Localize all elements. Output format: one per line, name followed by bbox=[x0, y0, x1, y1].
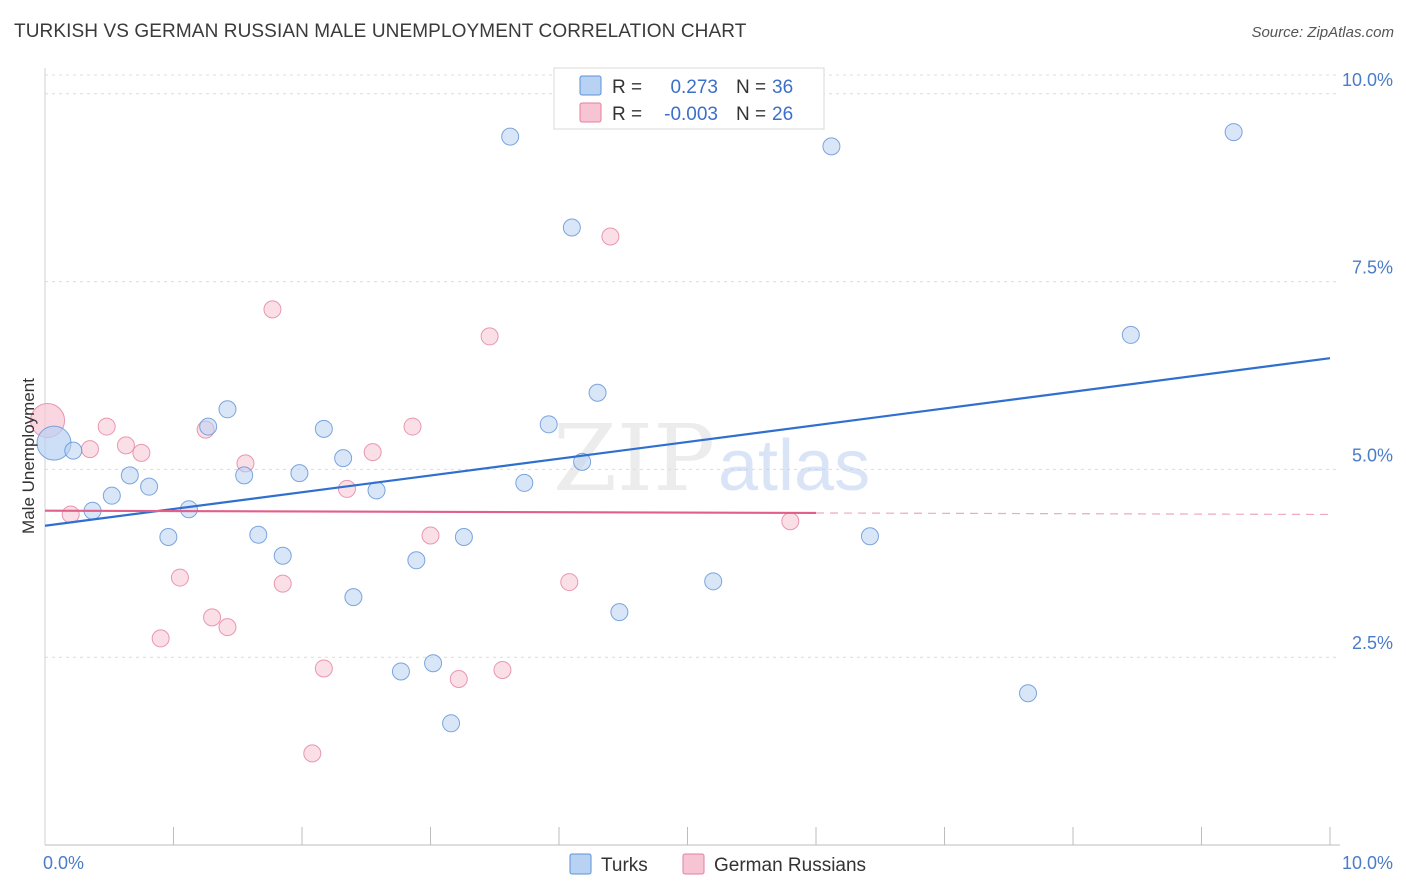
german-russians-point bbox=[61, 505, 80, 524]
german-russians-point bbox=[480, 327, 499, 346]
y-axis-label: Male Unemployment bbox=[19, 378, 38, 534]
turks-point bbox=[391, 662, 410, 681]
german-russians-point bbox=[218, 618, 237, 637]
watermark: ZIP atlas bbox=[553, 405, 870, 512]
legend-n-label: N = bbox=[736, 104, 766, 125]
data-points bbox=[30, 123, 1243, 763]
turks-point bbox=[218, 400, 237, 419]
series-legend: Turks German Russians bbox=[569, 853, 866, 876]
german-russians-point bbox=[493, 660, 512, 679]
turks-point bbox=[235, 466, 254, 485]
chart-source: Source: ZipAtlas.com bbox=[1251, 24, 1394, 41]
legend-swatch-german-russians bbox=[579, 102, 602, 123]
trend-lines bbox=[44, 357, 1331, 527]
german-russians-point bbox=[263, 300, 282, 319]
series-legend-label-turks: Turks bbox=[601, 855, 648, 876]
y-tick-label: 2.5% bbox=[1352, 633, 1393, 653]
turks-trend-line bbox=[44, 357, 1331, 527]
y-tick-label: 7.5% bbox=[1352, 258, 1393, 278]
german-russians-point bbox=[560, 573, 579, 592]
legend-r-value: -0.003 bbox=[664, 104, 718, 125]
german-russians-point bbox=[337, 479, 356, 498]
turks-point bbox=[501, 127, 520, 146]
legend-r-label: R = bbox=[612, 77, 642, 98]
turks-point bbox=[573, 452, 592, 471]
turks-point bbox=[1224, 123, 1243, 142]
german-russians-point bbox=[80, 440, 99, 459]
german-russians-point bbox=[449, 669, 468, 688]
german-russians-point bbox=[314, 659, 333, 678]
legend: R = 0.273 N = 36 R = -0.003 N = 26 bbox=[553, 67, 825, 130]
turks-point bbox=[704, 572, 723, 591]
turks-point bbox=[1019, 684, 1038, 703]
turks-point bbox=[102, 486, 121, 505]
series-legend-swatch-turks bbox=[569, 853, 592, 875]
turks-point bbox=[424, 654, 443, 673]
turks-point bbox=[539, 415, 558, 434]
legend-swatch-turks bbox=[579, 75, 602, 96]
turks-point bbox=[407, 551, 426, 570]
legend-n-label: N = bbox=[736, 77, 766, 98]
german-russians-point bbox=[203, 608, 222, 627]
german-russians-point bbox=[116, 436, 135, 455]
turks-point bbox=[290, 464, 309, 483]
chart-title: TURKISH VS GERMAN RUSSIAN MALE UNEMPLOYM… bbox=[14, 21, 747, 42]
turks-point bbox=[249, 525, 268, 544]
german-russians-point bbox=[151, 629, 170, 648]
turks-point bbox=[1121, 325, 1140, 344]
turks-point bbox=[610, 603, 629, 622]
x-tick-label-min: 0.0% bbox=[43, 853, 84, 873]
turks-point bbox=[442, 714, 461, 733]
legend-n-value: 26 bbox=[772, 104, 793, 125]
x-tick-label-max: 10.0% bbox=[1342, 853, 1393, 873]
turks-point bbox=[159, 528, 178, 546]
turks-point bbox=[334, 449, 353, 468]
german-russians-point bbox=[273, 574, 292, 593]
german-russians-point bbox=[403, 417, 422, 436]
german-russians-trend-line bbox=[44, 509, 817, 515]
german-russians-point bbox=[781, 512, 800, 531]
turks-point bbox=[140, 477, 159, 496]
turks-point bbox=[314, 419, 333, 438]
turks-point bbox=[179, 500, 198, 519]
tick-labels: 2.5% 5.0% 7.5% 10.0% 0.0% 10.0% bbox=[43, 70, 1393, 873]
turks-point bbox=[120, 466, 139, 485]
watermark-atlas: atlas bbox=[718, 426, 870, 506]
turks-point bbox=[367, 481, 386, 500]
german-russians-point bbox=[170, 568, 189, 587]
grid-lines bbox=[45, 74, 1340, 658]
turks-point bbox=[64, 441, 83, 460]
german-russians-trend-extension bbox=[815, 512, 1331, 516]
turks-point bbox=[515, 473, 534, 492]
legend-r-label: R = bbox=[612, 104, 642, 125]
turks-point bbox=[588, 383, 607, 402]
german-russians-point bbox=[363, 443, 382, 462]
german-russians-point bbox=[421, 526, 440, 545]
series-legend-swatch-german-russians bbox=[682, 853, 705, 875]
series-legend-label-german-russians: German Russians bbox=[714, 855, 866, 876]
german-russians-point bbox=[132, 443, 151, 462]
turks-point bbox=[822, 137, 841, 156]
turks-point bbox=[860, 527, 879, 546]
german-russians-point bbox=[303, 744, 322, 763]
german-russians-point bbox=[97, 417, 116, 436]
legend-r-value: 0.273 bbox=[670, 77, 718, 98]
legend-n-value: 36 bbox=[772, 77, 793, 98]
german-russians-point bbox=[601, 227, 620, 246]
y-tick-label: 5.0% bbox=[1352, 445, 1393, 465]
y-tick-label: 10.0% bbox=[1342, 70, 1393, 90]
turks-point bbox=[273, 546, 292, 565]
turks-point bbox=[199, 417, 218, 436]
turks-point bbox=[562, 218, 581, 237]
turks-point bbox=[344, 588, 363, 607]
turks-point bbox=[454, 528, 473, 546]
